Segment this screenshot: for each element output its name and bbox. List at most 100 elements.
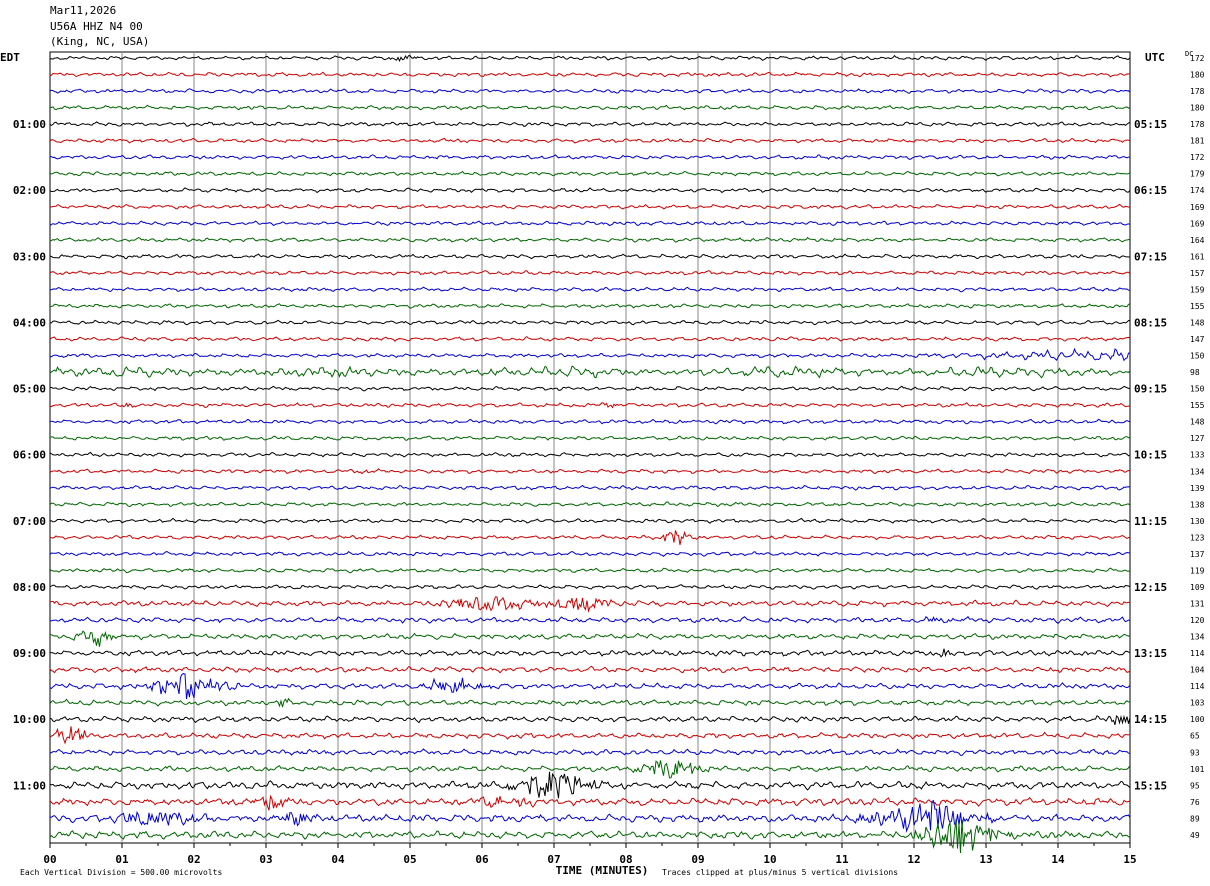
x-tick-label: 04 [331, 853, 345, 866]
seismic-trace [49, 517, 1131, 524]
seismic-trace [49, 484, 1131, 491]
x-tick-label: 08 [619, 853, 632, 866]
dc-offset-label: 161 [1190, 252, 1205, 261]
dc-offset-label: 148 [1190, 318, 1205, 327]
left-hour-label: 02:00 [13, 184, 46, 197]
x-tick-label: 02 [187, 853, 200, 866]
seismic-trace [49, 170, 1131, 177]
right-hour-label: 12:15 [1134, 581, 1167, 594]
dc-offset-label: 93 [1190, 748, 1200, 757]
left-hour-label: 11:00 [13, 779, 46, 792]
x-tick-label: 11 [835, 853, 849, 866]
seismic-trace [49, 336, 1131, 342]
seismic-trace [49, 154, 1130, 160]
right-hour-label: 09:15 [1134, 383, 1167, 396]
dc-offset-label: 148 [1190, 418, 1205, 427]
seismic-trace [50, 286, 1131, 293]
dc-offset-label: 133 [1190, 451, 1205, 460]
dc-offset-label: 134 [1190, 633, 1205, 642]
dc-offset-label: 101 [1190, 765, 1205, 774]
seismic-trace [49, 800, 1131, 833]
dc-offset-label: 178 [1190, 120, 1205, 129]
seismic-trace [49, 748, 1131, 756]
chart-date: Mar11,2026 [50, 4, 117, 17]
seismic-trace [49, 819, 1131, 854]
seismic-trace [49, 584, 1131, 591]
dc-offset-label: 164 [1190, 236, 1205, 245]
seismic-trace [49, 794, 1131, 811]
left-timezone-label: EDT [0, 51, 20, 64]
seismic-trace [49, 648, 1131, 658]
station-location: (King, NC, USA) [50, 35, 150, 48]
seismic-trace [49, 253, 1131, 260]
right-hour-label: 10:15 [1134, 449, 1167, 462]
seismic-trace [49, 630, 1131, 647]
dc-offset-label: 155 [1190, 401, 1205, 410]
right-hour-label: 05:15 [1134, 118, 1167, 131]
left-hour-label: 03:00 [13, 250, 46, 263]
dc-offset-label: 178 [1190, 87, 1205, 96]
dc-offset-label: 109 [1190, 583, 1205, 592]
seismic-trace [49, 771, 1131, 799]
seismic-trace [49, 714, 1131, 725]
seismic-trace [49, 435, 1131, 441]
dc-offset-label: 172 [1190, 54, 1205, 63]
x-tick-label: 01 [115, 853, 129, 866]
plot-frame [49, 51, 1131, 844]
seismic-trace [49, 697, 1131, 708]
dc-offset-label: 95 [1190, 781, 1200, 790]
x-tick-label: 03 [259, 853, 272, 866]
dc-offset-label: 130 [1190, 517, 1205, 526]
dc-offset-label: 138 [1190, 500, 1205, 509]
seismic-trace [49, 418, 1131, 425]
scale-note: Each Vertical Division = 500.00 microvol… [20, 868, 222, 877]
right-hour-label: 14:15 [1134, 713, 1167, 726]
station-code: U56A HHZ N4 00 [50, 20, 143, 33]
right-hour-label: 08:15 [1134, 316, 1167, 329]
dc-offset-label: 137 [1190, 550, 1205, 559]
left-hour-label: 01:00 [13, 118, 46, 131]
x-tick-label: 06 [475, 853, 489, 866]
dc-offset-label: 150 [1190, 352, 1205, 361]
seismic-trace [49, 402, 1131, 409]
dc-offset-label: 180 [1190, 71, 1205, 80]
dc-offset-label: 179 [1190, 170, 1205, 179]
x-tick-label: 13 [979, 853, 992, 866]
seismic-trace [49, 303, 1131, 309]
dc-offset-label: 103 [1190, 699, 1205, 708]
right-timezone-label: UTC [1145, 51, 1165, 64]
left-hour-label: 06:00 [13, 449, 46, 462]
dc-column-label: DC [1185, 50, 1193, 58]
seismic-trace [49, 673, 1131, 700]
x-tick-label: 12 [907, 853, 920, 866]
dc-offset-label: 159 [1190, 285, 1205, 294]
x-tick-label: 15 [1123, 853, 1136, 866]
dc-offset-label: 174 [1190, 186, 1205, 195]
dc-offset-label: 131 [1190, 599, 1205, 608]
dc-offset-label: 114 [1190, 682, 1205, 691]
seismic-trace [49, 88, 1131, 94]
seismic-trace [49, 54, 1131, 63]
seismic-trace [49, 468, 1131, 475]
seismic-trace [49, 530, 1131, 545]
seismic-trace [49, 665, 1131, 674]
dc-offset-label: 89 [1190, 814, 1200, 823]
dc-offset-label: 180 [1190, 104, 1205, 113]
dc-offset-label: 172 [1190, 153, 1205, 162]
x-axis-label: TIME (MINUTES) [556, 864, 649, 877]
dc-offset-label: 119 [1190, 566, 1205, 575]
seismic-trace [49, 596, 1131, 613]
x-tick-label: 05 [403, 853, 416, 866]
seismic-trace [49, 220, 1131, 227]
right-hour-label: 13:15 [1134, 647, 1167, 660]
x-tick-label: 09 [691, 853, 704, 866]
seismic-trace [49, 187, 1131, 194]
left-hour-label: 07:00 [13, 515, 46, 528]
dc-offset-label: 98 [1190, 368, 1200, 377]
dc-offset-label: 76 [1190, 798, 1200, 807]
dc-offset-label: 114 [1190, 649, 1205, 658]
x-tick-label: 10 [763, 853, 776, 866]
seismic-trace [49, 347, 1131, 362]
right-hour-label: 11:15 [1134, 515, 1167, 528]
